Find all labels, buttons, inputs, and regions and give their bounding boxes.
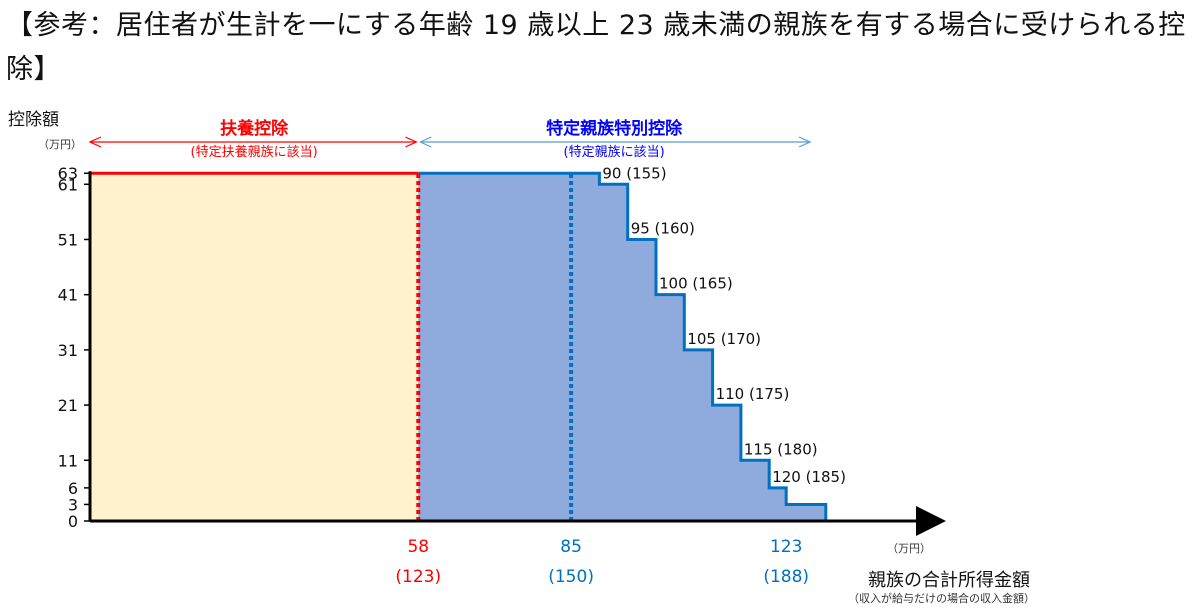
y-tick-label-11: 11 bbox=[58, 451, 78, 470]
fuyou-range-title: 扶養控除 bbox=[220, 118, 289, 139]
step-label-105: 105 (170) bbox=[687, 330, 761, 348]
step-label-120: 120 (185) bbox=[772, 468, 846, 486]
step-label-110: 110 (175) bbox=[716, 385, 790, 403]
x-sublabel-85: (150) bbox=[548, 567, 594, 587]
tokutei-range-subtitle: (特定親族に該当) bbox=[564, 144, 665, 160]
step-label-90: 90 (155) bbox=[602, 164, 666, 182]
step-label-100: 100 (165) bbox=[659, 275, 733, 293]
tokutei-range-title: 特定親族特別控除 bbox=[546, 118, 683, 139]
fuyou-range-subtitle: (特定扶養親族に該当) bbox=[191, 144, 318, 160]
y-tick-label-41: 41 bbox=[58, 286, 78, 305]
x-label-123: 123 bbox=[770, 537, 802, 557]
y-tick-label-61: 61 bbox=[58, 175, 78, 194]
x-label-58: 58 bbox=[407, 537, 429, 557]
y-tick-label-0: 0 bbox=[68, 512, 78, 531]
x-axis-unit: （万円） bbox=[887, 542, 931, 555]
y-tick-label-63: 63 bbox=[58, 164, 78, 183]
y-tick-label-6: 6 bbox=[68, 479, 78, 498]
step-label-115: 115 (180) bbox=[744, 440, 818, 458]
x-axis-sublabel: （収入が給与だけの場合の収入金額） bbox=[848, 592, 1035, 605]
y-tick-label-51: 51 bbox=[58, 230, 78, 249]
y-tick-label-3: 3 bbox=[68, 495, 78, 514]
x-label-85: 85 bbox=[560, 537, 582, 557]
y-axis-unit: （万円） bbox=[38, 138, 82, 151]
y-tick-label-31: 31 bbox=[58, 341, 78, 360]
fuyou-area bbox=[90, 173, 419, 522]
x-sublabel-123: (188) bbox=[763, 567, 809, 587]
tokutei-area bbox=[418, 173, 826, 522]
x-sublabel-58: (123) bbox=[395, 567, 441, 587]
deduction-step-line bbox=[418, 171, 828, 521]
step-label-95: 95 (160) bbox=[631, 219, 695, 237]
x-axis-label: 親族の合計所得金額 bbox=[868, 570, 1030, 591]
y-axis-label: 控除額 bbox=[8, 110, 59, 130]
page-title: 【参考：居住者が生計を一にする年齢 19 歳以上 23 歳未満の親族を有する場合… bbox=[6, 10, 1186, 85]
y-tick-label-21: 21 bbox=[58, 396, 78, 415]
